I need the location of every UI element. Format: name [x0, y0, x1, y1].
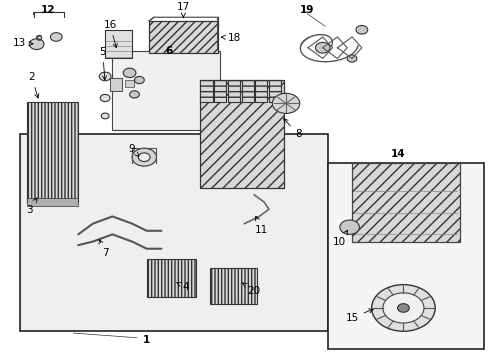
- Bar: [112, 51, 220, 130]
- Text: 20: 20: [242, 283, 260, 296]
- Bar: [105, 30, 132, 58]
- Bar: [210, 269, 256, 304]
- Circle shape: [29, 39, 44, 50]
- Bar: [27, 102, 78, 202]
- Bar: [268, 80, 281, 102]
- Bar: [351, 163, 459, 242]
- Circle shape: [397, 303, 408, 312]
- Text: 4: 4: [177, 282, 189, 292]
- Text: 18: 18: [221, 32, 241, 42]
- Circle shape: [132, 148, 156, 166]
- Circle shape: [50, 33, 62, 41]
- Text: 7: 7: [99, 239, 108, 258]
- Text: 5: 5: [99, 47, 106, 80]
- Bar: [149, 21, 217, 53]
- Bar: [20, 134, 327, 331]
- Bar: [200, 80, 283, 188]
- Text: 11: 11: [254, 216, 268, 235]
- Text: 13: 13: [13, 38, 33, 48]
- Circle shape: [339, 220, 359, 234]
- Text: 2: 2: [28, 72, 39, 98]
- Bar: [214, 80, 226, 102]
- Bar: [110, 78, 122, 91]
- Circle shape: [138, 153, 150, 162]
- Bar: [342, 222, 349, 231]
- Circle shape: [134, 76, 144, 84]
- Bar: [124, 80, 134, 87]
- Circle shape: [346, 55, 356, 62]
- Text: 1: 1: [143, 335, 150, 345]
- Circle shape: [272, 93, 299, 113]
- Circle shape: [129, 91, 139, 98]
- Bar: [255, 80, 267, 102]
- Circle shape: [100, 94, 110, 102]
- Text: 3: 3: [26, 198, 37, 215]
- Circle shape: [382, 293, 423, 323]
- Bar: [327, 163, 483, 349]
- Circle shape: [371, 285, 434, 331]
- Text: 17: 17: [176, 2, 190, 18]
- Bar: [241, 80, 253, 102]
- Text: 8: 8: [283, 119, 301, 139]
- Circle shape: [101, 113, 109, 119]
- Text: 9: 9: [128, 144, 139, 157]
- Text: 16: 16: [103, 20, 117, 48]
- Circle shape: [315, 42, 329, 53]
- Circle shape: [355, 26, 367, 34]
- Bar: [200, 80, 212, 102]
- Text: 15: 15: [345, 309, 372, 323]
- Text: 12: 12: [41, 5, 55, 15]
- Text: 19: 19: [299, 5, 314, 15]
- Text: 14: 14: [390, 149, 405, 159]
- Bar: [351, 163, 459, 242]
- Text: 6: 6: [165, 46, 172, 56]
- Bar: [149, 21, 217, 53]
- Bar: [146, 260, 195, 297]
- Bar: [27, 198, 78, 206]
- Circle shape: [123, 68, 136, 77]
- Bar: [227, 80, 240, 102]
- Bar: [200, 80, 283, 188]
- Text: 10: 10: [333, 230, 347, 247]
- Circle shape: [99, 72, 111, 81]
